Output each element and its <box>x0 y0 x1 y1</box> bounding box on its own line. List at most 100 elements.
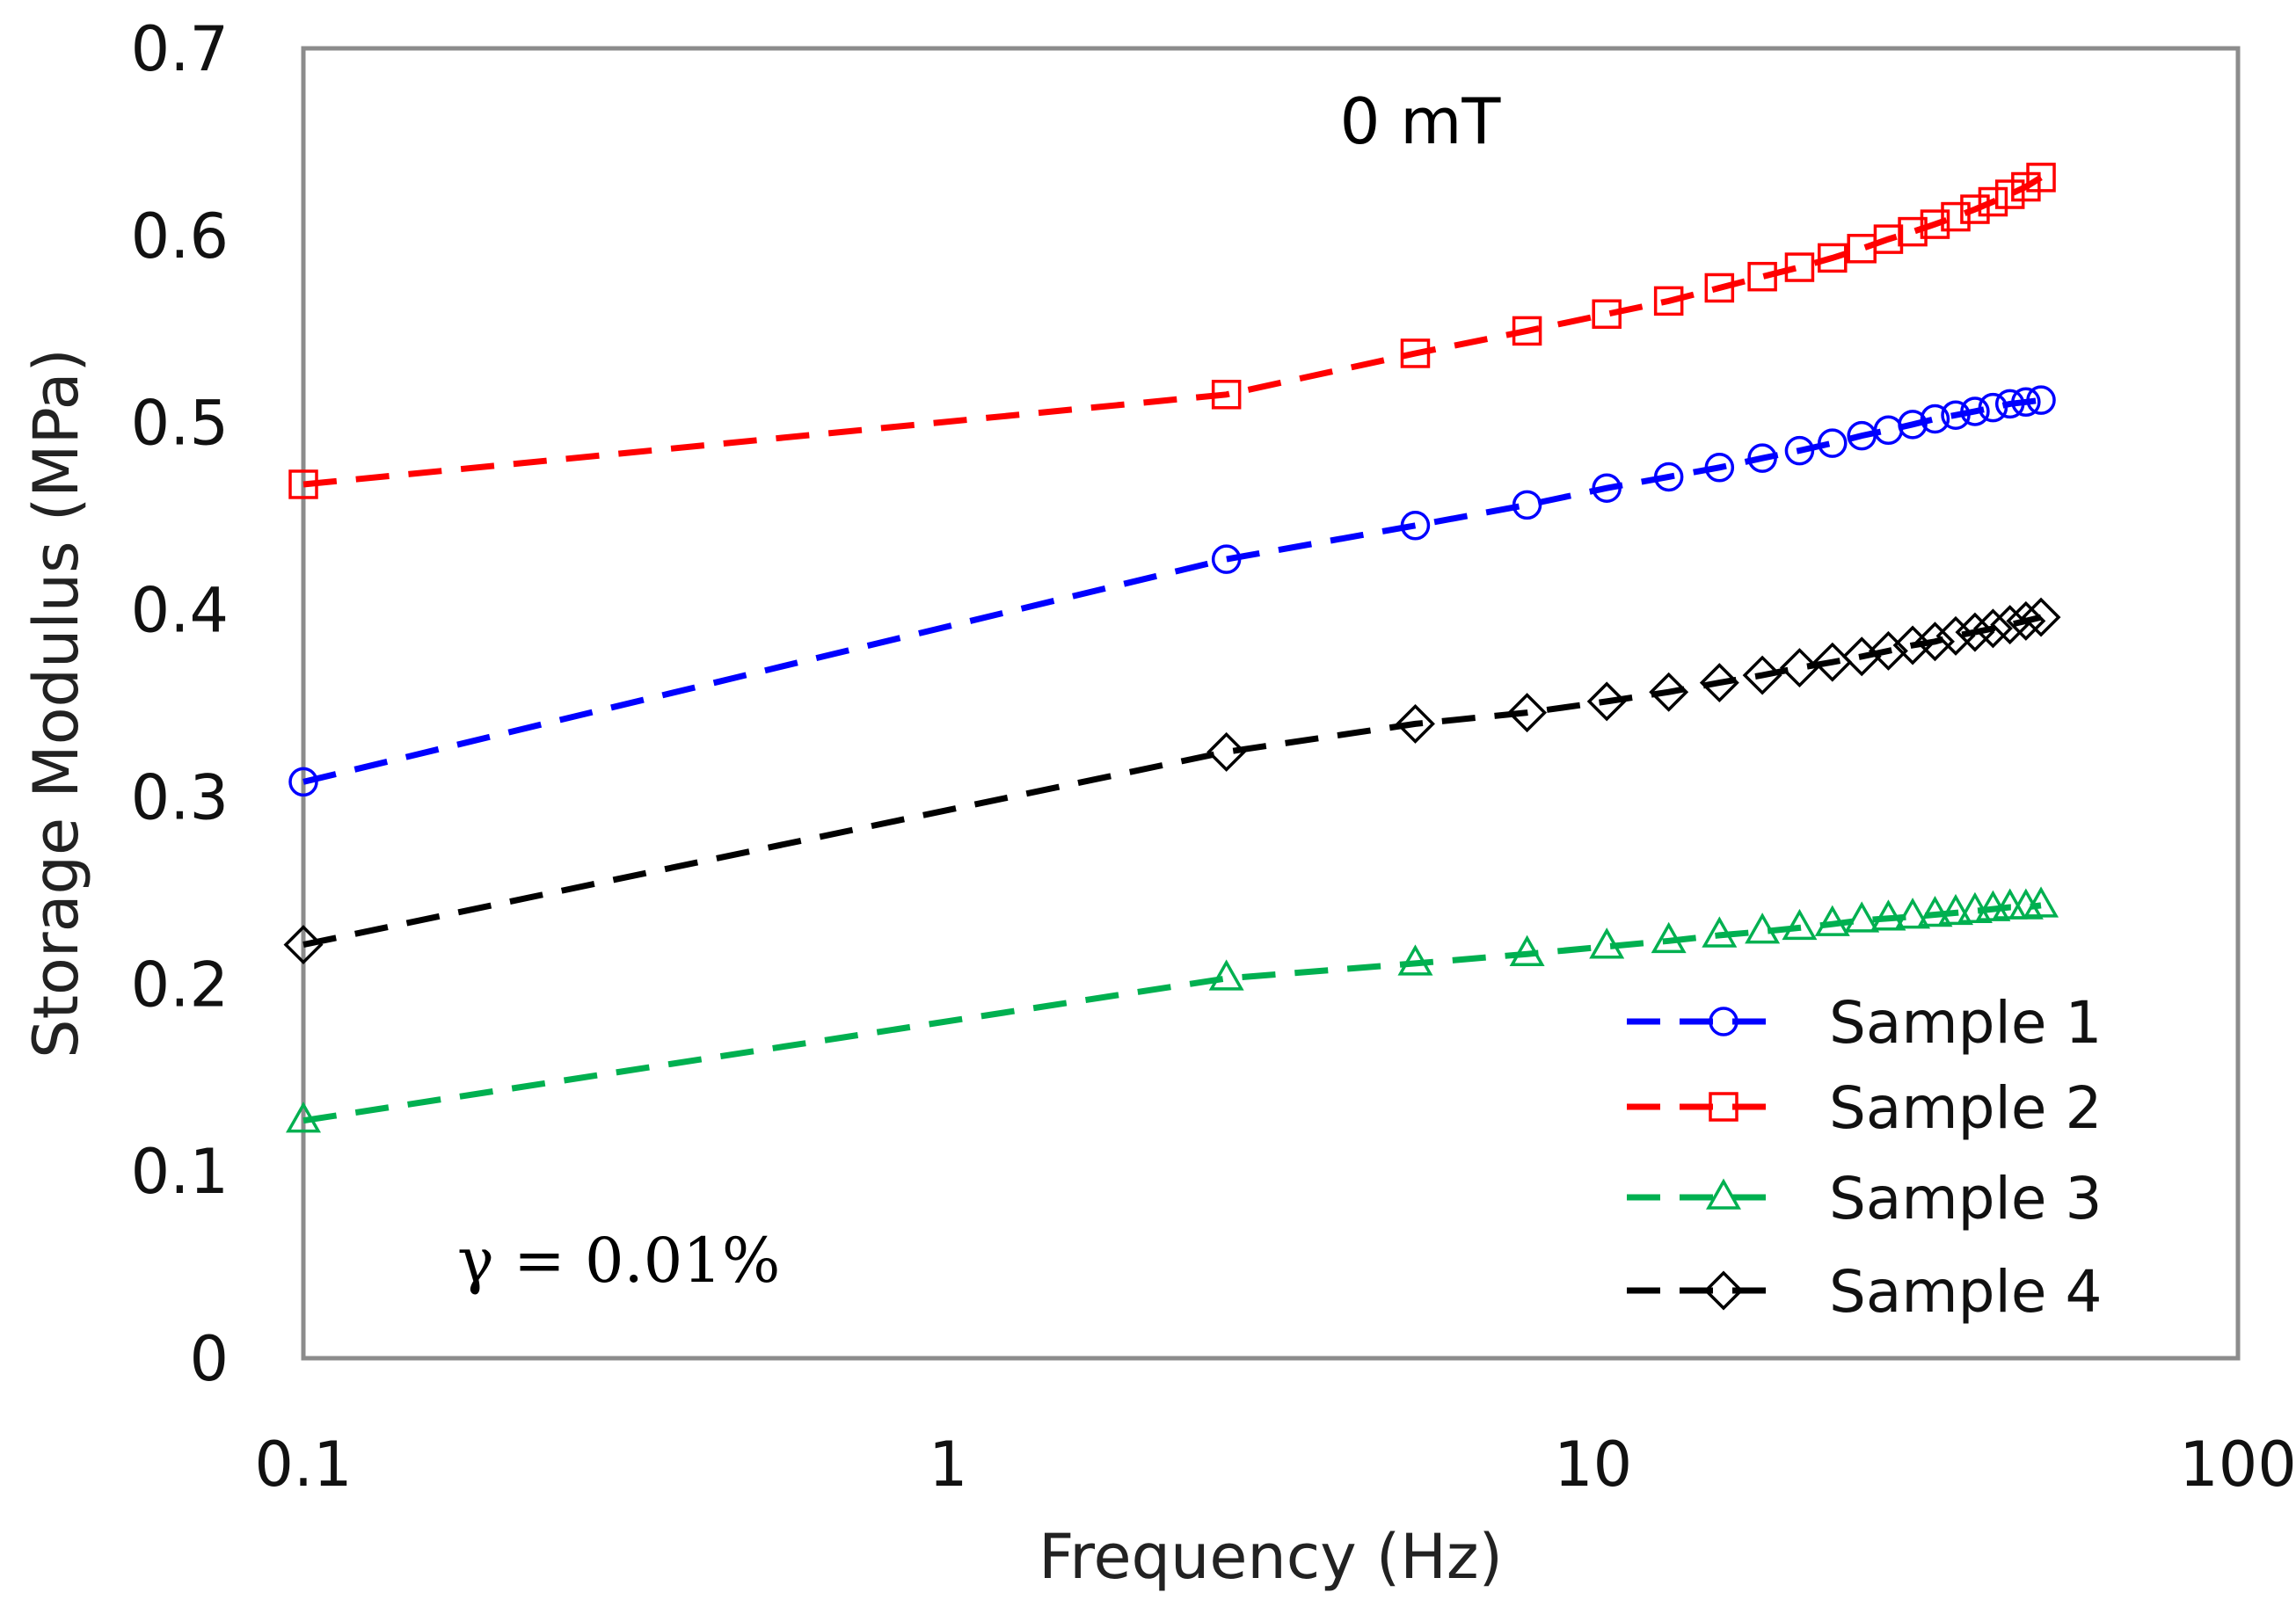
data-point-sample-4 <box>1586 681 1627 722</box>
data-point-sample-4 <box>283 925 324 965</box>
data-point-sample-3 <box>1844 901 1880 933</box>
data-point-sample-2 <box>1920 209 1950 239</box>
legend-label-sample-1: Sample 1 <box>1829 989 2102 1057</box>
data-point-sample-3 <box>1509 934 1545 966</box>
data-point-sample-3 <box>1814 905 1850 936</box>
data-point-sample-4 <box>1206 731 1247 772</box>
data-point-sample-1 <box>1784 435 1815 466</box>
chart-title: 0 mT <box>1340 84 1502 158</box>
data-point-sample-3 <box>1957 891 1993 924</box>
data-point-sample-4 <box>1955 612 1995 652</box>
data-point-sample-2 <box>1818 243 1848 273</box>
x-tick-label: 0.1 <box>254 1429 352 1501</box>
data-point-sample-3 <box>1208 959 1244 991</box>
x-tick-label: 100 <box>2179 1429 2296 1501</box>
legend-marker-sample-4 <box>1703 1270 1744 1311</box>
series-line-sample-3 <box>302 902 2042 1124</box>
legend-marker-sample-2 <box>1709 1092 1738 1122</box>
data-point-sample-1 <box>1920 404 1950 434</box>
data-point-sample-1 <box>1941 400 1971 430</box>
data-point-sample-3 <box>1651 921 1687 954</box>
data-point-sample-3 <box>1895 898 1931 929</box>
data-point-sample-1 <box>1400 511 1431 541</box>
data-point-sample-1 <box>2026 385 2056 415</box>
legend: Sample 1 Sample 2 Sample 3 Sample 4 <box>1627 989 2102 1326</box>
data-point-sample-2 <box>1873 224 1904 254</box>
data-point-sample-1 <box>288 767 318 797</box>
data-point-sample-4 <box>1892 625 1933 665</box>
data-point-sample-4 <box>1841 636 1882 677</box>
data-point-sample-4 <box>1915 622 1955 662</box>
x-tick-label: 1 <box>929 1429 968 1501</box>
data-point-sample-1 <box>1592 473 1622 503</box>
data-point-sample-3 <box>1589 927 1625 959</box>
data-point-sample-2 <box>1960 194 1990 224</box>
data-point-sample-2 <box>1512 316 1542 346</box>
series-markers <box>283 163 2061 1133</box>
y-tick-label: 0.2 <box>131 949 229 1021</box>
data-point-sample-2 <box>1994 179 2025 209</box>
data-point-sample-4 <box>2021 597 2061 637</box>
data-point-sample-4 <box>1649 672 1689 712</box>
y-axis-title: Storage Modulus (MPa) <box>20 348 92 1058</box>
data-point-sample-4 <box>1990 605 2030 645</box>
data-point-sample-2 <box>1704 273 1735 303</box>
x-axis-ticks: 0.1 1 10 100 <box>254 1429 2296 1501</box>
data-point-sample-4 <box>1868 630 1908 671</box>
data-point-sample-4 <box>1699 663 1739 703</box>
legend-marker-sample-1 <box>1709 1007 1738 1036</box>
data-point-sample-3 <box>1917 895 1953 927</box>
series-line-sample-2 <box>302 174 2043 488</box>
legend-label-sample-3: Sample 3 <box>1829 1165 2102 1233</box>
data-point-sample-1 <box>1960 396 1990 426</box>
data-point-sample-3 <box>1702 916 1738 948</box>
data-point-sample-2 <box>1898 216 1928 247</box>
y-tick-label: 0.1 <box>131 1136 229 1208</box>
data-point-sample-1 <box>1747 443 1777 473</box>
y-tick-label: 0.6 <box>131 200 229 273</box>
data-point-sample-3 <box>1397 944 1433 976</box>
data-point-sample-3 <box>1745 913 1781 944</box>
data-point-sample-4 <box>1972 608 2013 649</box>
strain-annotation: γ = 0.01% <box>457 1225 780 1297</box>
data-point-sample-4 <box>1395 703 1435 744</box>
data-point-sample-4 <box>1507 693 1548 733</box>
y-axis-ticks: 0 0.1 0.2 0.3 0.4 0.5 0.6 0.7 <box>131 13 229 1395</box>
data-point-sample-1 <box>1704 453 1735 483</box>
x-tick-label: 10 <box>1554 1429 1632 1501</box>
plot-area <box>301 46 2241 1361</box>
data-point-sample-1 <box>1512 490 1542 520</box>
data-point-sample-1 <box>1978 392 2008 423</box>
y-tick-label: 0.7 <box>131 13 229 85</box>
data-point-sample-4 <box>1779 648 1819 688</box>
data-point-sample-2 <box>1941 201 1971 232</box>
data-point-sample-4 <box>1742 655 1782 695</box>
y-tick-label: 0.4 <box>131 575 229 647</box>
data-point-sample-1 <box>2011 387 2041 418</box>
data-point-sample-4 <box>1935 615 1976 656</box>
data-point-sample-2 <box>1400 338 1431 368</box>
data-point-sample-3 <box>2023 886 2059 918</box>
data-point-sample-1 <box>1211 544 1242 574</box>
data-point-sample-2 <box>1747 261 1777 292</box>
data-point-sample-4 <box>2006 600 2046 641</box>
legend-marker-sample-3 <box>1705 1178 1742 1210</box>
legend-label-sample-4: Sample 4 <box>1829 1258 2102 1326</box>
data-point-sample-2 <box>2026 163 2056 193</box>
data-point-sample-2 <box>1592 299 1622 330</box>
data-point-sample-3 <box>285 1102 322 1133</box>
data-point-sample-2 <box>1653 286 1684 316</box>
x-axis-title: Frequency (Hz) <box>1039 1521 1503 1593</box>
data-point-sample-2 <box>1978 186 2008 217</box>
data-point-sample-1 <box>1994 389 2025 419</box>
data-point-sample-2 <box>1784 252 1815 282</box>
data-point-sample-2 <box>2011 171 2041 202</box>
data-point-sample-2 <box>288 469 318 499</box>
legend-label-sample-2: Sample 2 <box>1829 1074 2102 1142</box>
y-tick-label: 0 <box>189 1323 229 1395</box>
y-tick-label: 0.3 <box>131 761 229 833</box>
y-tick-label: 0.5 <box>131 388 229 460</box>
data-point-sample-2 <box>1211 380 1242 410</box>
data-point-sample-3 <box>1870 899 1906 931</box>
